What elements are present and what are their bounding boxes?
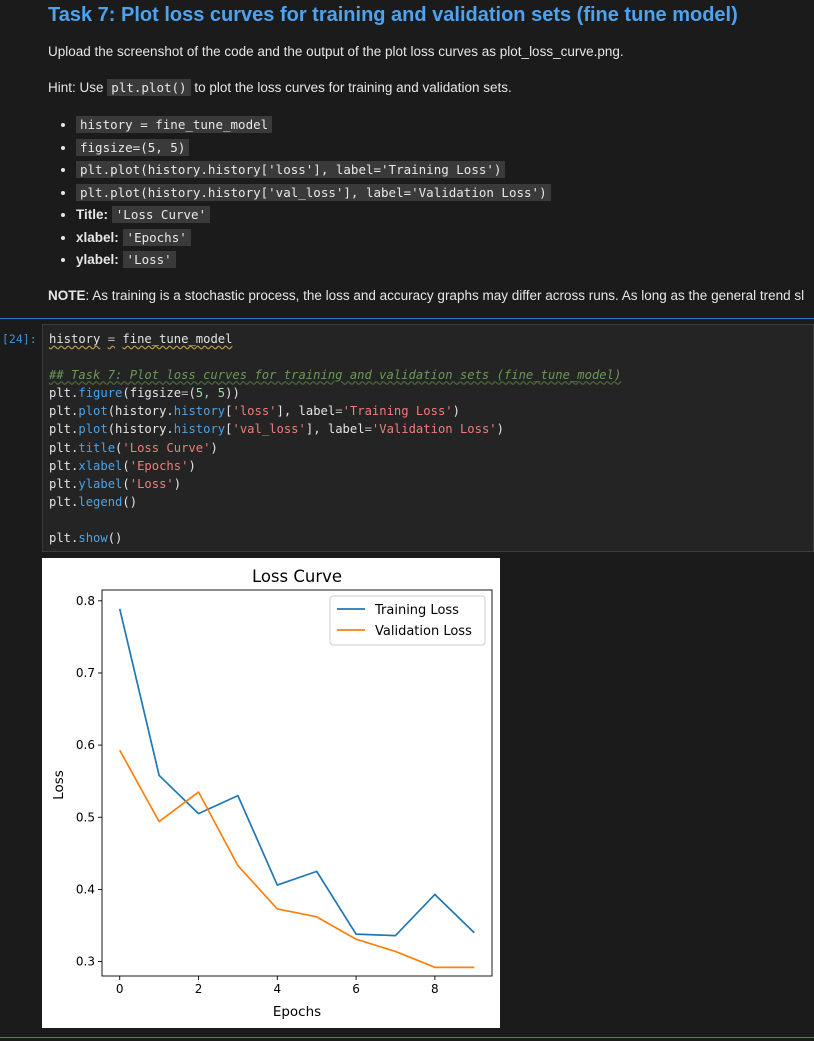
bullet-code: plt.plot(history.history['loss'], label=… xyxy=(76,161,506,178)
list-item: Title: 'Loss Curve' xyxy=(76,204,551,227)
hint-prefix: Hint: Use xyxy=(48,80,104,95)
y-tick-label: 0.7 xyxy=(76,666,95,680)
code-figsize-args: 5, 5 xyxy=(195,386,226,401)
list-item: plt.plot(history.history['val_loss'], la… xyxy=(76,182,551,205)
code-loss-key: 'loss' xyxy=(232,404,277,419)
bullet-label: ylabel: xyxy=(76,252,119,267)
bullet-code: 'Epochs' xyxy=(122,228,191,246)
hint-line: Hint: Use plt.plot() to plot the loss cu… xyxy=(48,79,512,96)
code-ylabel-arg: 'Loss' xyxy=(129,476,174,491)
bullet-label: xlabel: xyxy=(76,229,119,245)
code-val-key: 'val_loss' xyxy=(232,422,306,437)
x-tick-label: 4 xyxy=(273,982,281,996)
list-item: xlabel: 'Epochs' xyxy=(76,227,551,250)
code-assign: = xyxy=(107,332,116,346)
bullet-label: Title: xyxy=(76,207,109,222)
list-item: figsize=(5, 5) xyxy=(76,137,551,160)
x-tick-label: 6 xyxy=(352,982,360,996)
code-title-arg: 'Loss Curve' xyxy=(122,440,211,455)
plot-output: 0 2 4 6 8 0.3 0.4 0.5 0.6 0.7 0.8 Loss Curve Epoch… xyxy=(42,558,500,1028)
bullet-code: 'Loss Curve' xyxy=(111,206,211,223)
loss-curve-chart: 0 2 4 6 8 0.3 0.4 0.5 0.6 0.7 0.8 Loss Curve Epoch… xyxy=(51,567,493,1020)
x-axis-label: Epochs xyxy=(273,1004,321,1020)
cell-separator xyxy=(0,1037,814,1038)
y-axis-label: Loss xyxy=(51,770,67,800)
y-tick-label: 0.3 xyxy=(76,955,95,969)
plot-frame xyxy=(101,589,493,977)
list-item: plt.plot(history.history['loss'], label=… xyxy=(76,159,551,182)
y-tick-label: 0.8 xyxy=(76,594,95,608)
y-tick-label: 0.6 xyxy=(76,738,95,752)
list-item: ylabel: 'Loss' xyxy=(76,249,551,272)
code-xlabel-arg: 'Epochs' xyxy=(129,458,189,473)
code-cell-editor[interactable]: history = fine_tune_model ## Task 7: Plo… xyxy=(42,324,814,552)
code-var-history: history xyxy=(49,332,101,346)
x-tick-label: 0 xyxy=(116,982,124,996)
y-tick-label: 0.4 xyxy=(76,882,95,896)
x-tick-label: 8 xyxy=(431,982,439,996)
series-line-training-loss xyxy=(118,608,475,937)
note-line: NOTE: As training is a stochastic proces… xyxy=(48,288,804,303)
code-model-name: fine_tune_model xyxy=(122,332,233,346)
chart-title: Loss Curve xyxy=(252,567,342,586)
code-text[interactable]: history = fine_tune_model ## Task 7: Plo… xyxy=(49,332,622,546)
hint-list: history = fine_tune_model figsize=(5, 5)… xyxy=(56,114,551,272)
bullet-code: 'Loss' xyxy=(122,251,176,268)
note-label: NOTE xyxy=(48,288,86,303)
task-title: Task 7: Plot loss curves for training an… xyxy=(48,4,738,26)
bullet-code: plt.plot(history.history['val_loss'], la… xyxy=(76,183,551,201)
list-item: history = fine_tune_model xyxy=(76,114,551,137)
legend-box xyxy=(329,595,486,646)
code-val-label: 'Validation Loss' xyxy=(371,422,497,437)
code-comment: ## Task 7: Plot loss curves for training… xyxy=(49,368,622,383)
note-text: : As training is a stochastic process, t… xyxy=(85,288,805,303)
execution-count: [24]: xyxy=(2,332,37,346)
code-train-label: 'Training Loss' xyxy=(342,404,453,419)
x-tick-label: 2 xyxy=(195,982,203,996)
cell-separator xyxy=(0,318,814,319)
series-line-validation-loss xyxy=(118,749,475,969)
y-tick-label: 0.5 xyxy=(76,810,95,824)
hint-suffix: to plot the loss curves for training and… xyxy=(194,80,512,95)
bullet-code: history = fine_tune_model xyxy=(76,116,273,133)
legend-label: Validation Loss xyxy=(375,624,472,639)
hint-code: plt.plot() xyxy=(107,79,191,96)
bullet-code: figsize=(5, 5) xyxy=(76,138,190,156)
upload-instruction: Upload the screenshot of the code and th… xyxy=(48,44,624,59)
legend-label: Training Loss xyxy=(374,603,459,618)
